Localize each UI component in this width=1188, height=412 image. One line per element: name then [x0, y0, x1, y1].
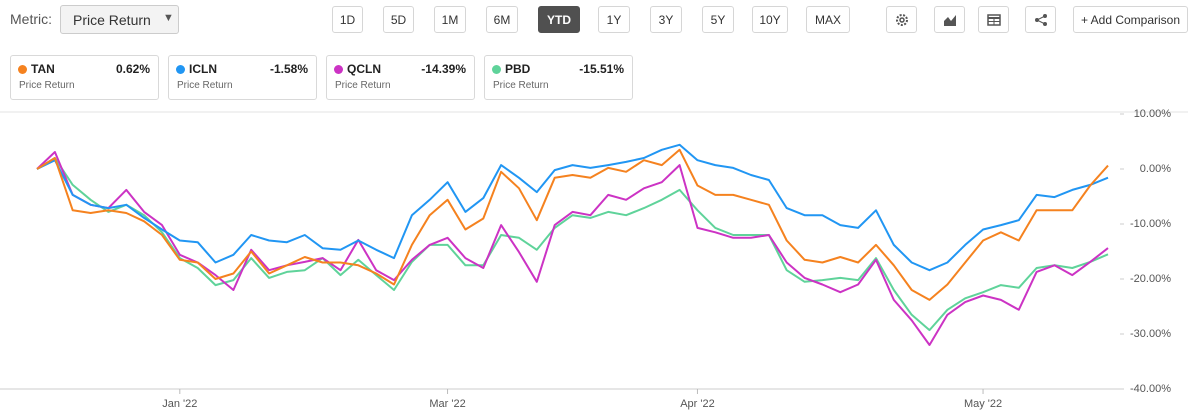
- range-button[interactable]: 1Y: [598, 6, 630, 33]
- legend-name: QCLN: [347, 62, 381, 76]
- table-button[interactable]: [978, 6, 1009, 33]
- legend-card[interactable]: ICLN -1.58% Price Return: [168, 55, 317, 100]
- range-button[interactable]: 3Y: [650, 6, 682, 33]
- legend-metric: Price Return: [335, 80, 391, 91]
- dropdown-arrow: ▼: [163, 12, 174, 24]
- add-comparison-button[interactable]: + Add Comparison: [1073, 6, 1188, 33]
- range-button[interactable]: YTD: [538, 6, 580, 33]
- settings-button[interactable]: [886, 6, 917, 33]
- range-button[interactable]: 5Y: [702, 6, 734, 33]
- share-button[interactable]: [1025, 6, 1056, 33]
- metric-label: Metric:: [10, 11, 52, 27]
- range-button[interactable]: 1D: [332, 6, 363, 33]
- legend-value: -15.51%: [579, 62, 624, 76]
- legend-metric: Price Return: [177, 80, 233, 91]
- range-button[interactable]: 10Y: [752, 6, 788, 33]
- metric-dropdown[interactable]: Price Return ▼: [60, 5, 179, 34]
- share-icon: [1034, 13, 1047, 26]
- legend-value: 0.62%: [115, 62, 150, 76]
- legend-card[interactable]: QCLN -14.39% Price Return: [326, 55, 475, 100]
- legend-name: TAN: [31, 62, 55, 76]
- x-tick-label: Jan '22: [162, 398, 197, 410]
- legend-swatch: [334, 65, 343, 74]
- x-tick-label: Mar '22: [429, 398, 465, 410]
- chart-type-button[interactable]: [934, 6, 965, 33]
- range-button[interactable]: 5D: [383, 6, 414, 33]
- legend-metric: Price Return: [493, 80, 549, 91]
- legend-name: ICLN: [189, 62, 217, 76]
- y-tick-label: -20.00%: [1130, 273, 1171, 285]
- series-line: [36, 148, 1109, 301]
- legend-value: -1.58%: [269, 62, 308, 76]
- series-line: [36, 143, 1109, 272]
- range-button[interactable]: 1M: [434, 6, 466, 33]
- legend-swatch: [492, 65, 501, 74]
- series-line: [36, 151, 1109, 346]
- legend-value: -14.39%: [421, 62, 466, 76]
- range-button[interactable]: 6M: [486, 6, 518, 33]
- y-tick-label: 0.00%: [1140, 163, 1171, 175]
- range-button[interactable]: MAX: [806, 6, 850, 33]
- y-tick-label: -10.00%: [1130, 218, 1171, 230]
- legend-metric: Price Return: [19, 80, 75, 91]
- y-tick-label: -40.00%: [1130, 383, 1171, 395]
- table-icon: [986, 13, 1001, 26]
- y-tick-label: -30.00%: [1130, 328, 1171, 340]
- legend-card[interactable]: PBD -15.51% Price Return: [484, 55, 633, 100]
- x-tick-label: Apr '22: [680, 398, 715, 410]
- legend-card[interactable]: TAN 0.62% Price Return: [10, 55, 159, 100]
- y-tick-label: 10.00%: [1134, 108, 1172, 120]
- legend-swatch: [18, 65, 27, 74]
- gear-icon: [895, 13, 908, 26]
- legend-swatch: [176, 65, 185, 74]
- x-tick-label: May '22: [964, 398, 1002, 410]
- area-icon: [943, 14, 956, 26]
- legend-name: PBD: [505, 62, 531, 76]
- series-line: [36, 157, 1109, 332]
- metric-value: Price Return: [73, 12, 151, 28]
